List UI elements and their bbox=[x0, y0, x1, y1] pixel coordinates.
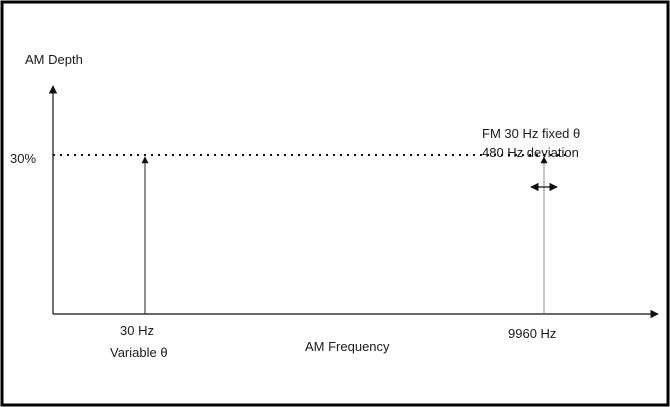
depth-level-label: 30% bbox=[10, 151, 36, 166]
component-9960hz-label: 9960 Hz bbox=[508, 326, 556, 341]
component-30hz-label: 30 Hz bbox=[120, 323, 154, 338]
component-30hz-note: Variable θ bbox=[110, 345, 168, 360]
fm-note-line1: FM 30 Hz fixed θ bbox=[482, 126, 580, 141]
x-axis-label: AM Frequency bbox=[305, 339, 390, 354]
y-axis-label: AM Depth bbox=[25, 52, 83, 67]
fm-note-line2: 480 Hz deviation bbox=[482, 145, 579, 160]
